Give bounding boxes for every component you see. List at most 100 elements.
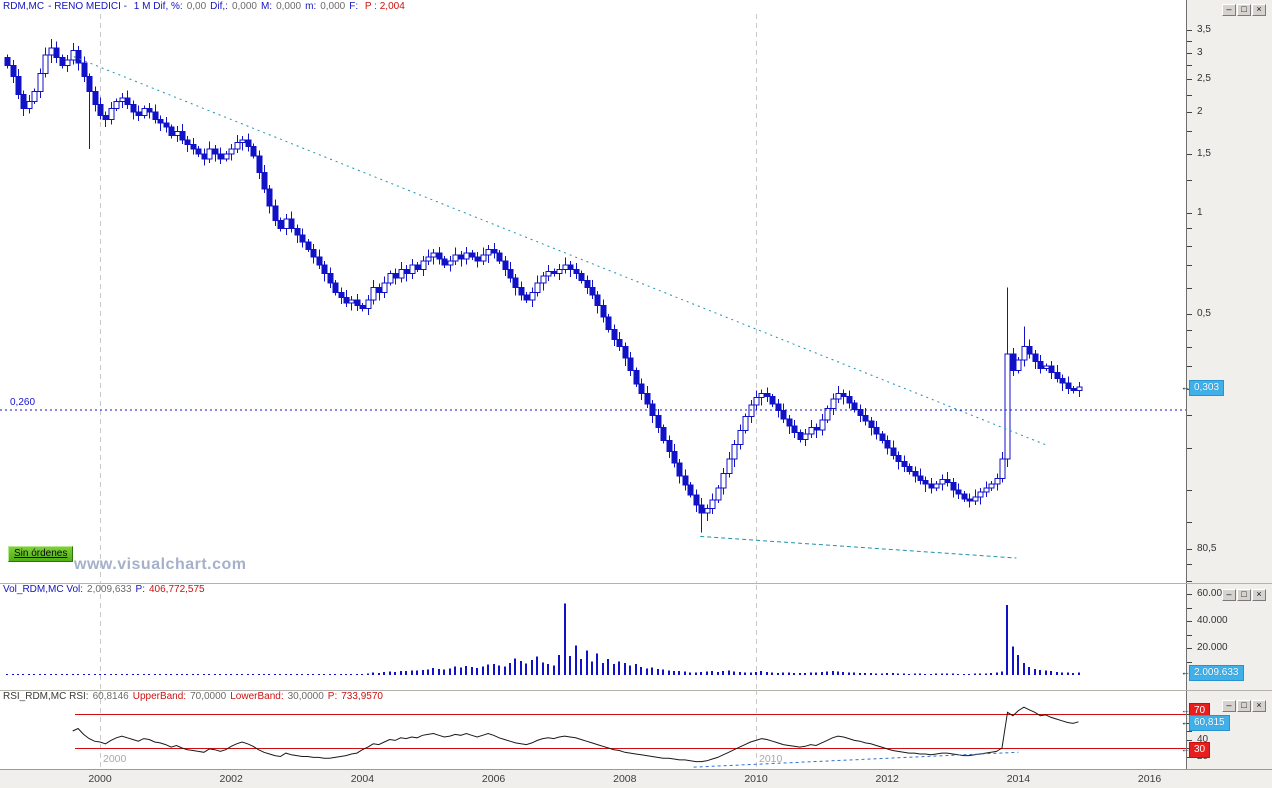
rsi-header: RSI_RDM,MC RSI: 60,8146 UpperBand: 70,0000 L… [3,691,387,702]
header-segment: 733,9570 [341,691,383,702]
header-segment: 0,000 [276,1,302,12]
header-segment: 2,009,633 [87,584,132,595]
axis-tick [1187,347,1192,348]
header-segment: 406,772,575 [148,584,205,595]
header-segment: Vol_RDM,MC Vol: [3,584,84,595]
sin-ordenes-badge[interactable]: Sin órdenes [8,546,74,562]
minimize-icon[interactable]: – [1222,589,1236,601]
axis-label: 40 [1197,734,1209,745]
axis-label: 3 [1197,47,1203,58]
axis-tick [1187,30,1192,31]
axis-tick [1187,415,1192,416]
axis-label: 2 [1197,106,1203,117]
axis-tick [1187,154,1192,155]
axis-tick [1187,228,1192,229]
price-chart-canvas[interactable] [0,0,1186,583]
axis-tick [1187,288,1192,289]
time-axis-label: 2016 [1137,773,1162,785]
axis-label: 0,5 [1197,308,1211,319]
axis-tick [1187,662,1192,663]
rsi-pane[interactable]: RSI_RDM,MC RSI: 60,8146 UpperBand: 70,0000 L… [0,690,1186,769]
header-segment: UpperBand: [132,691,187,702]
last-price-badge: 0,303 ← [1181,380,1225,396]
time-axis-label: 2006 [481,773,506,785]
header-segment: P: [135,584,145,595]
badge-arrow-icon: ← [1181,744,1190,754]
volume-header: Vol_RDM,MC Vol: 2,009,633 P: 406,772,575 [3,584,209,595]
header-segment: RDM,MC [3,1,45,12]
header-segment: Dif,: [210,1,228,12]
header-segment: 0,00 [186,1,207,12]
axis-tick [1187,65,1192,66]
rsi-lowerband-badge: 30 ← [1181,742,1211,758]
axis-label: 80,5 [1197,543,1217,554]
badge-arrow-icon: ← [1181,382,1190,392]
close-icon[interactable]: × [1252,589,1266,601]
axis-tick [1187,53,1192,54]
badge-arrow-icon: ← [1181,705,1190,715]
axis-tick [1187,490,1192,491]
axis-tick [1187,581,1192,582]
visualchart-watermark: www.visualchart.com [74,556,247,573]
header-segment: 70,0000 [190,691,227,702]
header-segment: LowerBand: [230,691,284,702]
axis-tick [1187,740,1192,741]
header-segment: - RENO MEDICI - [48,1,127,12]
last-volume-badge: 2.009.633 ← [1181,665,1244,681]
header-segment: 0,000 [320,1,346,12]
rsi-chart-canvas[interactable] [0,690,1186,769]
time-axis-label: 2004 [350,773,375,785]
axis-label: 20.000 [1197,642,1228,653]
minimize-icon[interactable]: – [1222,700,1236,712]
axis-tick [1187,265,1192,266]
time-axis-label: 2002 [219,773,243,785]
header-segment: P : 2,004 [362,1,405,12]
axis-label: 3,5 [1197,24,1211,35]
axis-label: 1,5 [1197,148,1211,159]
pane-separator[interactable] [0,583,1272,584]
price-axis-gutter: 3,5 3 2,5 2 1,5 1 0,5 80,5 60.000 40.000 20.000 40 2… [1181,0,1272,788]
rsi-value-badge: 60,815 ← [1181,715,1230,731]
axis-tick [1187,549,1192,550]
axis-tick [1187,621,1192,622]
badge-arrow-icon: ← [1181,717,1190,727]
axis-tick [1187,314,1192,315]
window-controls: – □ × [1222,700,1268,713]
header-segment: P: [327,691,338,702]
quote-header: RDM,MC - RENO MEDICI - 1 M Dif, %: 0,00 Dif… [3,1,409,12]
close-icon[interactable]: × [1252,4,1266,16]
axis-tick [1187,731,1192,732]
axis-tick [1187,366,1192,367]
axis-tick [1187,330,1192,331]
window-controls: – □ × [1222,4,1268,17]
minimize-icon[interactable]: – [1222,4,1236,16]
maximize-icon[interactable]: □ [1237,589,1251,601]
axis-tick [1187,213,1192,214]
time-axis-label: 2010 [744,773,768,785]
axis-tick [1187,635,1192,636]
time-axis-label: 2014 [1006,773,1031,785]
pane-separator[interactable] [0,690,1272,691]
axis-tick [1187,131,1192,132]
volume-chart-canvas[interactable] [0,583,1186,690]
time-axis-label: 2008 [613,773,637,785]
maximize-icon[interactable]: □ [1237,700,1251,712]
maximize-icon[interactable]: □ [1237,4,1251,16]
price-pane[interactable]: RDM,MC - RENO MEDICI - 1 M Dif, %: 0,00 Dif… [0,0,1186,583]
header-segment: 1 M Dif, %: [131,1,183,12]
window-controls: – □ × [1222,589,1268,602]
badge-arrow-icon: ← [1181,667,1190,677]
close-icon[interactable]: × [1252,700,1266,712]
header-segment: M: [260,1,273,12]
axis-tick [1187,448,1192,449]
header-segment: m: [305,1,317,12]
header-segment: 30,0000 [287,691,324,702]
gridline-year-label: 2000 [103,753,127,765]
axis-tick [1187,522,1192,523]
axis-tick [1187,95,1192,96]
time-axis-label: 2012 [875,773,899,785]
time-axis: 2000 2002 2004 2006 2008 2010 2012 2014 2016 [0,769,1272,788]
volume-pane[interactable]: Vol_RDM,MC Vol: 2,009,633 P: 406,772,575 [0,583,1186,690]
axis-tick [1187,594,1192,595]
header-segment: F: [349,1,359,12]
